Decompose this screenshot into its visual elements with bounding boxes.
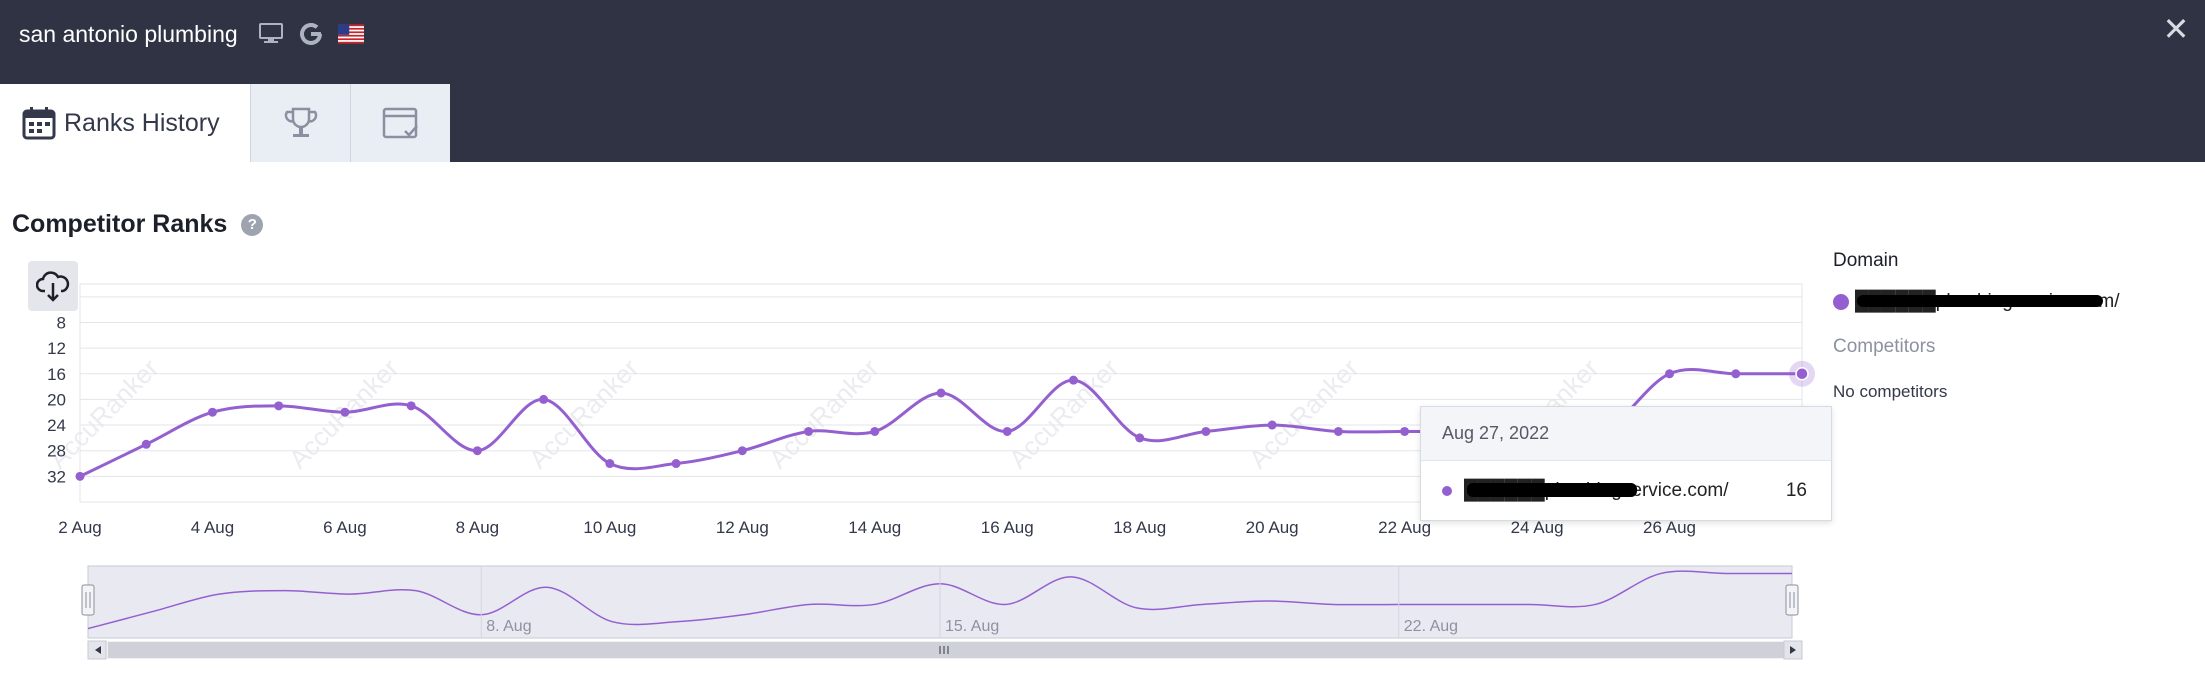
x-tick-label: 12 Aug <box>716 518 769 537</box>
data-point <box>671 459 681 469</box>
watermark-group: AccuRanker AccuRanker AccuRanker AccuRanker… <box>43 353 1605 475</box>
calendar-icon <box>22 107 56 140</box>
redaction-mark <box>1857 295 2103 307</box>
data-point <box>340 407 350 417</box>
trophy-icon <box>284 107 317 137</box>
data-point <box>1333 426 1343 436</box>
tooltip-row: ██████plumbingservice.com/ 16 <box>1421 461 1831 521</box>
y-tick-label: 8 <box>57 313 66 332</box>
legend-domain-header: Domain <box>1833 250 1899 271</box>
watermark-text: AccuRanker <box>523 353 645 475</box>
x-tick-label: 6 Aug <box>323 518 367 537</box>
x-tick-label: 18 Aug <box>1113 518 1166 537</box>
us-flag-icon <box>337 21 364 47</box>
y-tick-label: 20 <box>47 390 66 409</box>
navigator-handle[interactable] <box>81 584 95 616</box>
x-tick-label: 2 Aug <box>58 518 102 537</box>
tab-competitors[interactable] <box>250 84 350 162</box>
y-tick-label: 32 <box>47 467 66 486</box>
tooltip-date: Aug 27, 2022 <box>1421 407 1831 461</box>
redaction-mark <box>1467 483 1637 497</box>
x-tick-label: 26 Aug <box>1643 518 1696 537</box>
no-competitors-text: No competitors <box>1833 382 1948 401</box>
y-axis: 8 12 16 20 24 28 32 <box>47 313 66 486</box>
tooltip-marker <box>1442 486 1452 496</box>
cloud-download-icon <box>36 271 70 302</box>
tab-label: Ranks History <box>64 108 220 137</box>
modal-header: san antonio plumbing ✕ Ranks History <box>0 0 2205 162</box>
data-point <box>1068 375 1078 385</box>
data-point <box>936 388 946 398</box>
data-point <box>406 401 416 411</box>
section-title: Competitor Ranks <box>12 210 228 238</box>
data-point <box>870 426 880 436</box>
navigator-label: 22. Aug <box>1404 618 1458 635</box>
y-tick-label: 24 <box>47 416 66 435</box>
help-icon[interactable]: ? <box>241 213 264 236</box>
download-button[interactable] <box>28 261 78 311</box>
data-point <box>539 394 549 404</box>
navigator: 8. Aug 15. Aug 22. Aug <box>81 565 1803 660</box>
data-point <box>737 446 747 456</box>
x-tick-label: 20 Aug <box>1246 518 1299 537</box>
keyword-title: san antonio plumbing <box>19 20 238 47</box>
y-tick-label: 28 <box>47 442 66 461</box>
data-point <box>472 446 482 456</box>
data-point <box>605 459 615 469</box>
series-points <box>75 360 1815 481</box>
navigator-handle[interactable] <box>1785 584 1799 616</box>
data-point <box>1400 426 1410 436</box>
section-header: Competitor Ranks ? <box>12 210 264 239</box>
data-point <box>274 401 284 411</box>
chevron-left-icon <box>95 646 101 654</box>
x-tick-label: 22 Aug <box>1378 518 1431 537</box>
x-tick-label: 16 Aug <box>981 518 1034 537</box>
keyword-row: san antonio plumbing <box>19 19 364 49</box>
data-point <box>1665 369 1675 379</box>
data-point <box>1201 426 1211 436</box>
x-tick-label: 10 Aug <box>583 518 636 537</box>
data-point <box>1002 426 1012 436</box>
x-tick-label: 24 Aug <box>1511 518 1564 537</box>
series-marker <box>1833 294 1849 310</box>
watermark-text: AccuRanker <box>1243 353 1365 475</box>
tab-ranks-history[interactable]: Ranks History <box>0 84 250 162</box>
data-point <box>1267 420 1277 430</box>
navigator-label: 15. Aug <box>945 618 999 635</box>
watermark-text: AccuRanker <box>763 353 885 475</box>
scrollbar-thumb[interactable] <box>108 642 1784 658</box>
tooltip-rank: 16 <box>1785 480 1807 501</box>
x-tick-label: 4 Aug <box>191 518 235 537</box>
google-icon <box>298 21 324 47</box>
chart-tooltip: Aug 27, 2022 ██████plumbingservice.com/ … <box>1420 406 1832 521</box>
data-point <box>141 439 151 449</box>
data-point <box>1795 367 1809 381</box>
x-tick-label: 14 Aug <box>848 518 901 537</box>
desktop-icon <box>258 21 284 47</box>
legend-panel: Domain ██████plumbingservice.com/ Compet… <box>1833 250 2203 402</box>
data-point <box>207 407 217 417</box>
tab-notes[interactable] <box>350 84 450 162</box>
navigator-label: 8. Aug <box>486 618 531 635</box>
data-point <box>1731 369 1741 379</box>
tab-bar: Ranks History <box>0 84 450 162</box>
data-point <box>804 426 814 436</box>
chevron-right-icon <box>1790 646 1796 654</box>
x-axis: 2 Aug 4 Aug 6 Aug 8 Aug 10 Aug 12 Aug 14 Aug 16… <box>58 518 1696 537</box>
watermark-text: AccuRanker <box>1003 353 1125 475</box>
y-tick-label: 16 <box>47 365 66 384</box>
data-point <box>1135 433 1145 443</box>
data-point <box>75 471 85 481</box>
close-button[interactable]: ✕ <box>2162 11 2190 47</box>
calendar-check-icon <box>382 107 418 139</box>
y-tick-label: 12 <box>47 339 66 358</box>
legend-domain-item[interactable]: ██████plumbingservice.com/ <box>1833 289 2203 315</box>
legend-competitors-header: Competitors <box>1833 336 1936 357</box>
x-tick-label: 8 Aug <box>456 518 500 537</box>
